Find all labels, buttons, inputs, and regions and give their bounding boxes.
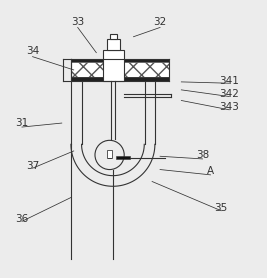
Polygon shape bbox=[107, 39, 120, 50]
Polygon shape bbox=[103, 50, 124, 81]
Text: 31: 31 bbox=[15, 118, 29, 128]
Text: 342: 342 bbox=[219, 89, 239, 99]
Polygon shape bbox=[71, 62, 169, 76]
Polygon shape bbox=[116, 156, 129, 159]
Text: 35: 35 bbox=[214, 203, 228, 213]
Text: A: A bbox=[207, 166, 214, 176]
Text: 33: 33 bbox=[71, 17, 84, 27]
Text: 32: 32 bbox=[154, 17, 167, 27]
Text: 341: 341 bbox=[219, 76, 239, 86]
Polygon shape bbox=[71, 59, 169, 62]
Text: 34: 34 bbox=[26, 46, 39, 56]
Polygon shape bbox=[71, 76, 169, 81]
Text: 37: 37 bbox=[26, 161, 39, 171]
Polygon shape bbox=[110, 34, 117, 39]
Text: 38: 38 bbox=[196, 150, 209, 160]
Text: 36: 36 bbox=[15, 214, 29, 224]
Text: 343: 343 bbox=[219, 102, 239, 112]
Polygon shape bbox=[107, 150, 112, 158]
